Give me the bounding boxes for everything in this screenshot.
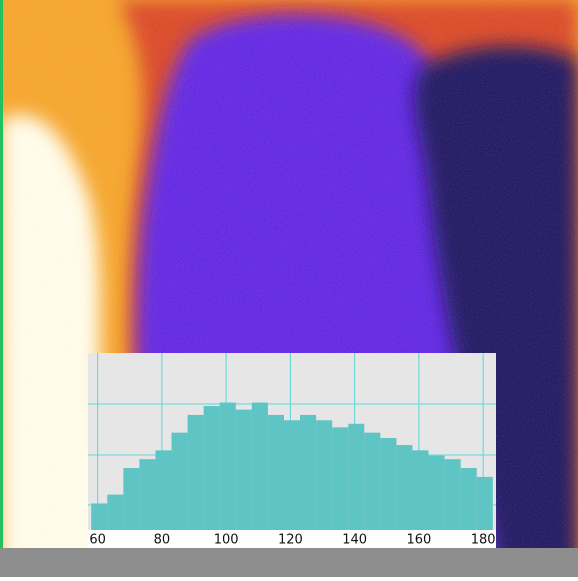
x-tick-label: 120: [278, 533, 303, 548]
bar: [139, 459, 156, 530]
bar: [235, 409, 252, 530]
bar: [107, 494, 124, 530]
bar: [123, 468, 140, 530]
x-tick-label: 80: [154, 533, 171, 548]
histogram-inset: 60 80 100 120 140 160 180: [88, 353, 496, 548]
x-tick-label: 160: [406, 533, 431, 548]
bar: [412, 450, 429, 530]
bar: [251, 402, 268, 530]
bar: [91, 503, 108, 530]
bar: [267, 414, 284, 530]
bar: [316, 420, 333, 530]
bar: [348, 423, 365, 530]
bar: [300, 414, 317, 530]
bar: [155, 450, 172, 530]
bar: [203, 406, 220, 530]
bar: [332, 427, 349, 530]
bar: [460, 468, 477, 530]
x-tick-label: 140: [342, 533, 367, 548]
bar: [219, 402, 236, 530]
bar: [380, 437, 397, 530]
bar: [283, 420, 301, 530]
bar: [171, 432, 188, 530]
caption-strip: [0, 548, 578, 577]
bar: [444, 459, 461, 530]
bar: [364, 432, 381, 530]
bar: [476, 476, 493, 530]
bar: [396, 445, 413, 530]
bar: [428, 455, 445, 530]
x-tick-label: 100: [214, 533, 239, 548]
x-tick-label: 180: [471, 533, 496, 548]
x-tick-label: 60: [89, 533, 106, 548]
bar: [187, 414, 204, 530]
